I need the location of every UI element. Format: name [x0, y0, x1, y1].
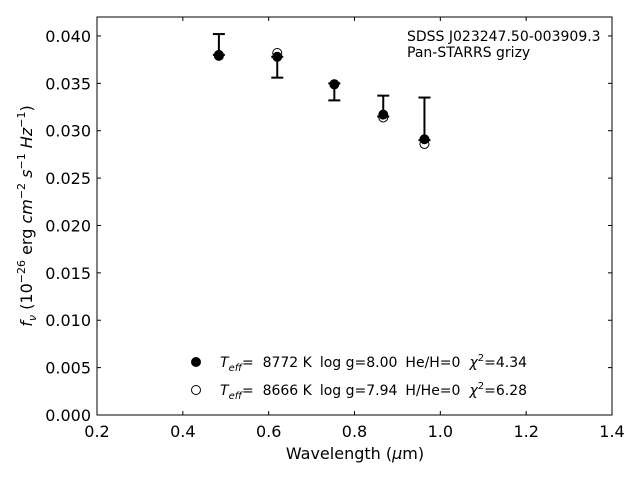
x-tick-label: 0.6 [256, 422, 281, 441]
y-tick-label: 0.025 [45, 169, 91, 188]
y-axis-title: fν (10−26 erg cm−2 s−1 Hz−1) [15, 105, 39, 326]
y-tick-label: 0.030 [45, 122, 91, 141]
y-tick-label: 0.010 [45, 311, 91, 330]
error-bars [212, 33, 431, 142]
point-filled [213, 50, 224, 61]
y-tick-label: 0.005 [45, 359, 91, 378]
annotation-survey: Pan-STARRS grizy [407, 45, 530, 61]
x-tick-label: 1.0 [428, 422, 453, 441]
x-axis-title: Wavelength (μm) [286, 444, 424, 463]
y-tick-label: 0.015 [45, 264, 91, 283]
x-tick-label: 0.4 [170, 422, 195, 441]
x-tick-label: 1.4 [599, 422, 624, 441]
y-tick-label: 0.035 [45, 74, 91, 93]
data-points [213, 48, 430, 149]
point-filled [272, 51, 283, 62]
x-tick-label: 0.2 [84, 422, 109, 441]
x-tick-label: 0.8 [342, 422, 367, 441]
legend-marker-open [191, 385, 201, 395]
legend-marker-filled [191, 357, 201, 367]
y-tick-label: 0.040 [45, 27, 91, 46]
x-tick-label: 1.2 [513, 422, 538, 441]
point-filled [378, 109, 389, 120]
point-filled [419, 134, 430, 145]
y-axis-ticks: 0.000 0.005 0.010 0.015 0.020 0.025 0.030 0.035… [45, 27, 612, 425]
annotation-object-name: SDSS J023247.50-003909.3 [407, 29, 601, 45]
x-axis-ticks: 0.2 0.4 0.6 0.8 1.0 1.2 1.4 [84, 17, 625, 441]
y-tick-label: 0.000 [45, 406, 91, 425]
svg-text:fν (10−26 erg cm−2 s−1 Hz−1): fν (10−26 erg cm−2 s−1 Hz−1) [15, 105, 39, 326]
point-filled [329, 79, 340, 90]
y-tick-label: 0.020 [45, 216, 91, 235]
